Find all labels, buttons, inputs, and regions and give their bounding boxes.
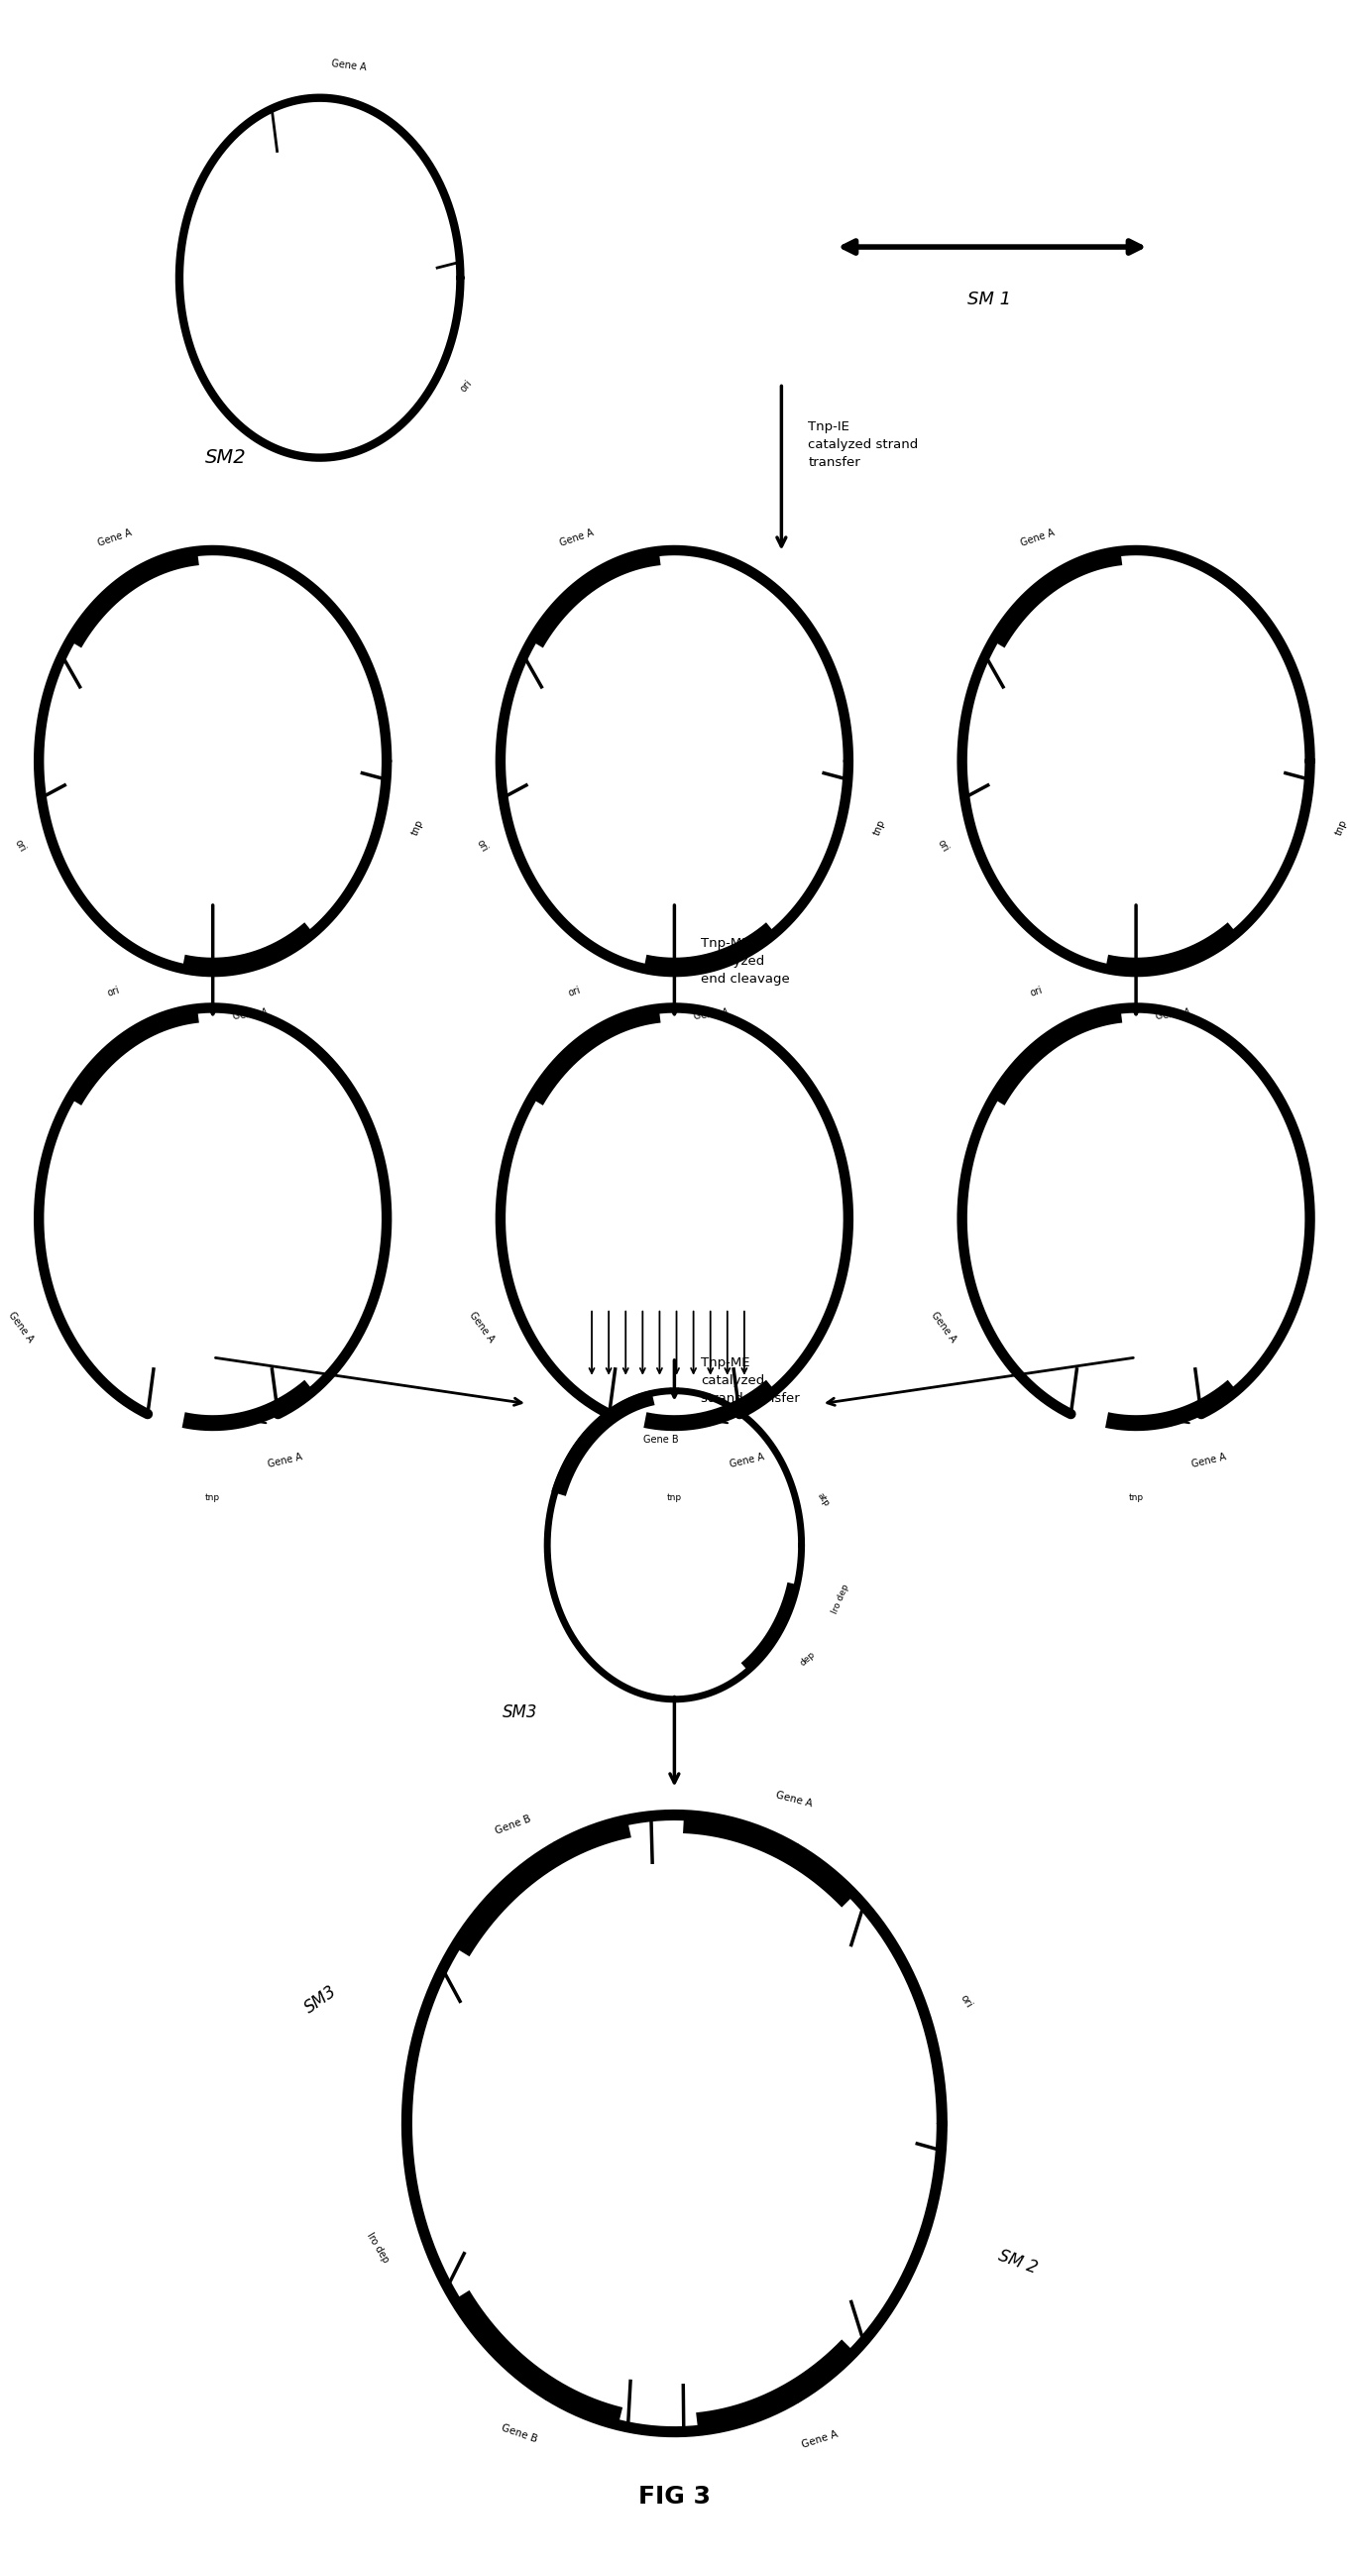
Text: Tnp-IE
catalyzed strand
transfer: Tnp-IE catalyzed strand transfer xyxy=(808,420,918,469)
Text: tnp: tnp xyxy=(872,819,887,837)
Text: SM 1: SM 1 xyxy=(967,291,1011,309)
Text: tnp: tnp xyxy=(206,1494,220,1502)
Text: ori: ori xyxy=(936,837,950,855)
Text: Gene A: Gene A xyxy=(1019,528,1056,549)
Text: Gene A: Gene A xyxy=(800,2429,840,2450)
Text: FIG 3: FIG 3 xyxy=(638,2486,711,2509)
Text: Gene A: Gene A xyxy=(96,528,132,549)
Text: Gene B: Gene B xyxy=(493,1814,533,1837)
Text: lro dep: lro dep xyxy=(365,2231,391,2264)
Text: Gene A: Gene A xyxy=(468,1311,496,1345)
Text: SM3: SM3 xyxy=(503,1703,538,1721)
Text: tnp: tnp xyxy=(1129,1494,1144,1502)
Text: dep: dep xyxy=(799,1649,817,1667)
Text: Gene A: Gene A xyxy=(929,1311,959,1345)
Text: Tnp-ME
catalyzed
strand transfer: Tnp-ME catalyzed strand transfer xyxy=(702,1355,800,1404)
Text: SM2: SM2 xyxy=(206,448,247,466)
Text: SM 2: SM 2 xyxy=(995,2246,1040,2277)
Text: ori: ori xyxy=(475,837,489,855)
Text: lro dep: lro dep xyxy=(830,1582,850,1615)
Text: Gene A: Gene A xyxy=(775,1790,813,1808)
Text: Gene A: Gene A xyxy=(729,1450,765,1468)
Text: Gene A: Gene A xyxy=(5,1311,35,1345)
Text: ori: ori xyxy=(458,379,473,394)
Text: Gene A: Gene A xyxy=(331,59,368,72)
Text: Gene A: Gene A xyxy=(694,1007,729,1020)
Text: ori: ori xyxy=(1029,984,1044,999)
Text: Gene A: Gene A xyxy=(231,1007,268,1020)
Text: Tnp-ME
catalyzed
end cleavage: Tnp-ME catalyzed end cleavage xyxy=(702,938,790,987)
Text: ori: ori xyxy=(568,984,583,999)
Text: SM3: SM3 xyxy=(301,1984,339,2017)
Text: tnp: tnp xyxy=(1333,819,1349,837)
Text: Gene A: Gene A xyxy=(268,1450,304,1468)
Text: atp: atp xyxy=(815,1492,830,1510)
Text: Gene A: Gene A xyxy=(558,528,595,549)
Text: ori: ori xyxy=(105,984,120,999)
Text: ori: ori xyxy=(12,837,27,855)
Text: Gene B: Gene B xyxy=(644,1435,679,1445)
Text: ori: ori xyxy=(959,1994,973,2009)
Text: tnp: tnp xyxy=(667,1494,681,1502)
Text: tnp: tnp xyxy=(410,819,426,837)
Text: Gene A: Gene A xyxy=(1155,1007,1191,1020)
Text: Gene B: Gene B xyxy=(500,2421,538,2445)
Text: Gene A: Gene A xyxy=(1190,1450,1226,1468)
